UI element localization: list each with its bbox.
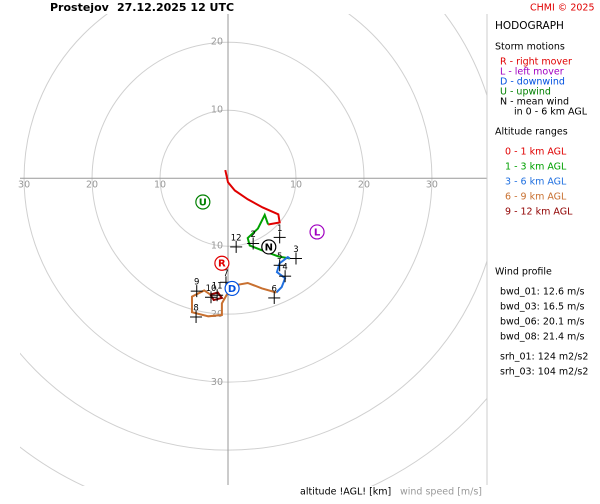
profile-line: bwd_08: 21.4 m/s [500, 332, 585, 343]
profile-line: bwd_06: 20.1 m/s [500, 317, 585, 328]
y-tick-label: 10 [211, 105, 223, 116]
time: 27.12.2025 12 UTC [117, 1, 234, 14]
mean-wind-note: in 0 - 6 km AGL [514, 107, 588, 118]
range-legend: 6 - 9 km AGL [505, 192, 567, 203]
storm-motion [224, 280, 240, 297]
hodograph-trace [224, 169, 281, 226]
altitude-marker [273, 259, 286, 272]
x-tick-label: 30 [426, 180, 438, 191]
y-tick-label: 20 [211, 37, 223, 48]
altitude-label: 10 [206, 284, 217, 294]
storm-motion [261, 239, 277, 255]
altitude-label: 2 [250, 230, 255, 240]
range-legend: 9 - 12 km AGL [505, 207, 573, 218]
range-legend: 1 - 3 km AGL [505, 162, 567, 173]
grid-ring [20, 397, 487, 486]
altitude-label: 8 [193, 303, 198, 313]
footer-speed: wind speed [m/s] [400, 487, 482, 498]
y-tick-label: 30 [211, 377, 223, 388]
storm-legend: R - right mover [500, 57, 572, 68]
altitude-marker [289, 252, 302, 265]
y-tick-label: 10 [211, 241, 223, 252]
altitude-marker [247, 237, 260, 250]
altitude-label: 3 [293, 245, 298, 255]
y-tick-label: 20 [211, 309, 223, 320]
altitude-label: 6 [272, 284, 277, 294]
altitude-marker [230, 240, 243, 253]
altitude-label: 4 [282, 263, 287, 273]
profile-title: Wind profile [495, 267, 552, 278]
altitude-label: 11 [212, 282, 223, 292]
altitude-label: 12 [231, 233, 242, 243]
storm-motion [195, 194, 211, 210]
range-legend: 3 - 6 km AGL [505, 177, 567, 188]
plot: 30 20 10 10 20 302010102030123456789101112RLD… [18, 37, 438, 388]
x-tick-label: 20 [358, 180, 370, 191]
credit: CHMI © 2025 [530, 3, 595, 14]
station: Prostejov [50, 1, 110, 14]
storm-legend: D - downwind [500, 77, 565, 88]
x-tick-label: 20 [86, 180, 98, 191]
storm-letter: U [199, 198, 207, 209]
storm-legend: L - left mover [500, 67, 564, 78]
altitude-marker [205, 291, 218, 304]
hodograph-trace [275, 255, 291, 294]
altitude-marker [211, 289, 224, 302]
storm-title: Storm motions [495, 42, 565, 53]
storm-motion [309, 224, 325, 240]
altitude-marker [268, 291, 281, 304]
storm-letter: R [218, 259, 226, 270]
profile-line: srh_03: 104 m2/s2 [500, 367, 588, 378]
altitude-label: 5 [277, 252, 282, 262]
altitude-marker [190, 285, 203, 298]
profile-line: bwd_03: 16.5 m/s [500, 302, 585, 313]
altitude-marker [273, 231, 286, 244]
profile-line: srh_01: 124 m2/s2 [500, 352, 588, 363]
altitude-label: 7 [223, 269, 228, 279]
x-tick-label: 10 [290, 180, 302, 191]
grid [20, 14, 487, 486]
altitude-label: 9 [194, 278, 199, 288]
x-tick-label: 30 [18, 180, 30, 191]
hodograph-trace [190, 281, 277, 318]
profile-line: bwd_01: 12.6 m/s [500, 287, 585, 298]
storm-legend: N - mean wind [500, 97, 569, 108]
range-legend: 0 - 1 km AGL [505, 147, 567, 158]
ranges-title: Altitude ranges [495, 127, 568, 138]
storm-letter: L [314, 227, 321, 238]
footer-altitude: altitude !AGL! [km] [300, 487, 391, 498]
grid-ring [20, 14, 487, 451]
storm-letter: N [265, 242, 273, 253]
altitude-marker [190, 310, 203, 323]
hodograph-trace [246, 212, 291, 260]
hodograph-trace [209, 291, 224, 302]
altitude-label: 1 [277, 224, 282, 234]
panel-title: HODOGRAPH [495, 20, 564, 32]
storm-legend: U - upwind [500, 87, 551, 98]
altitude-marker [279, 270, 292, 283]
storm-letter: D [228, 284, 236, 295]
storm-motion [214, 255, 230, 271]
x-tick-label: 10 [154, 180, 166, 191]
